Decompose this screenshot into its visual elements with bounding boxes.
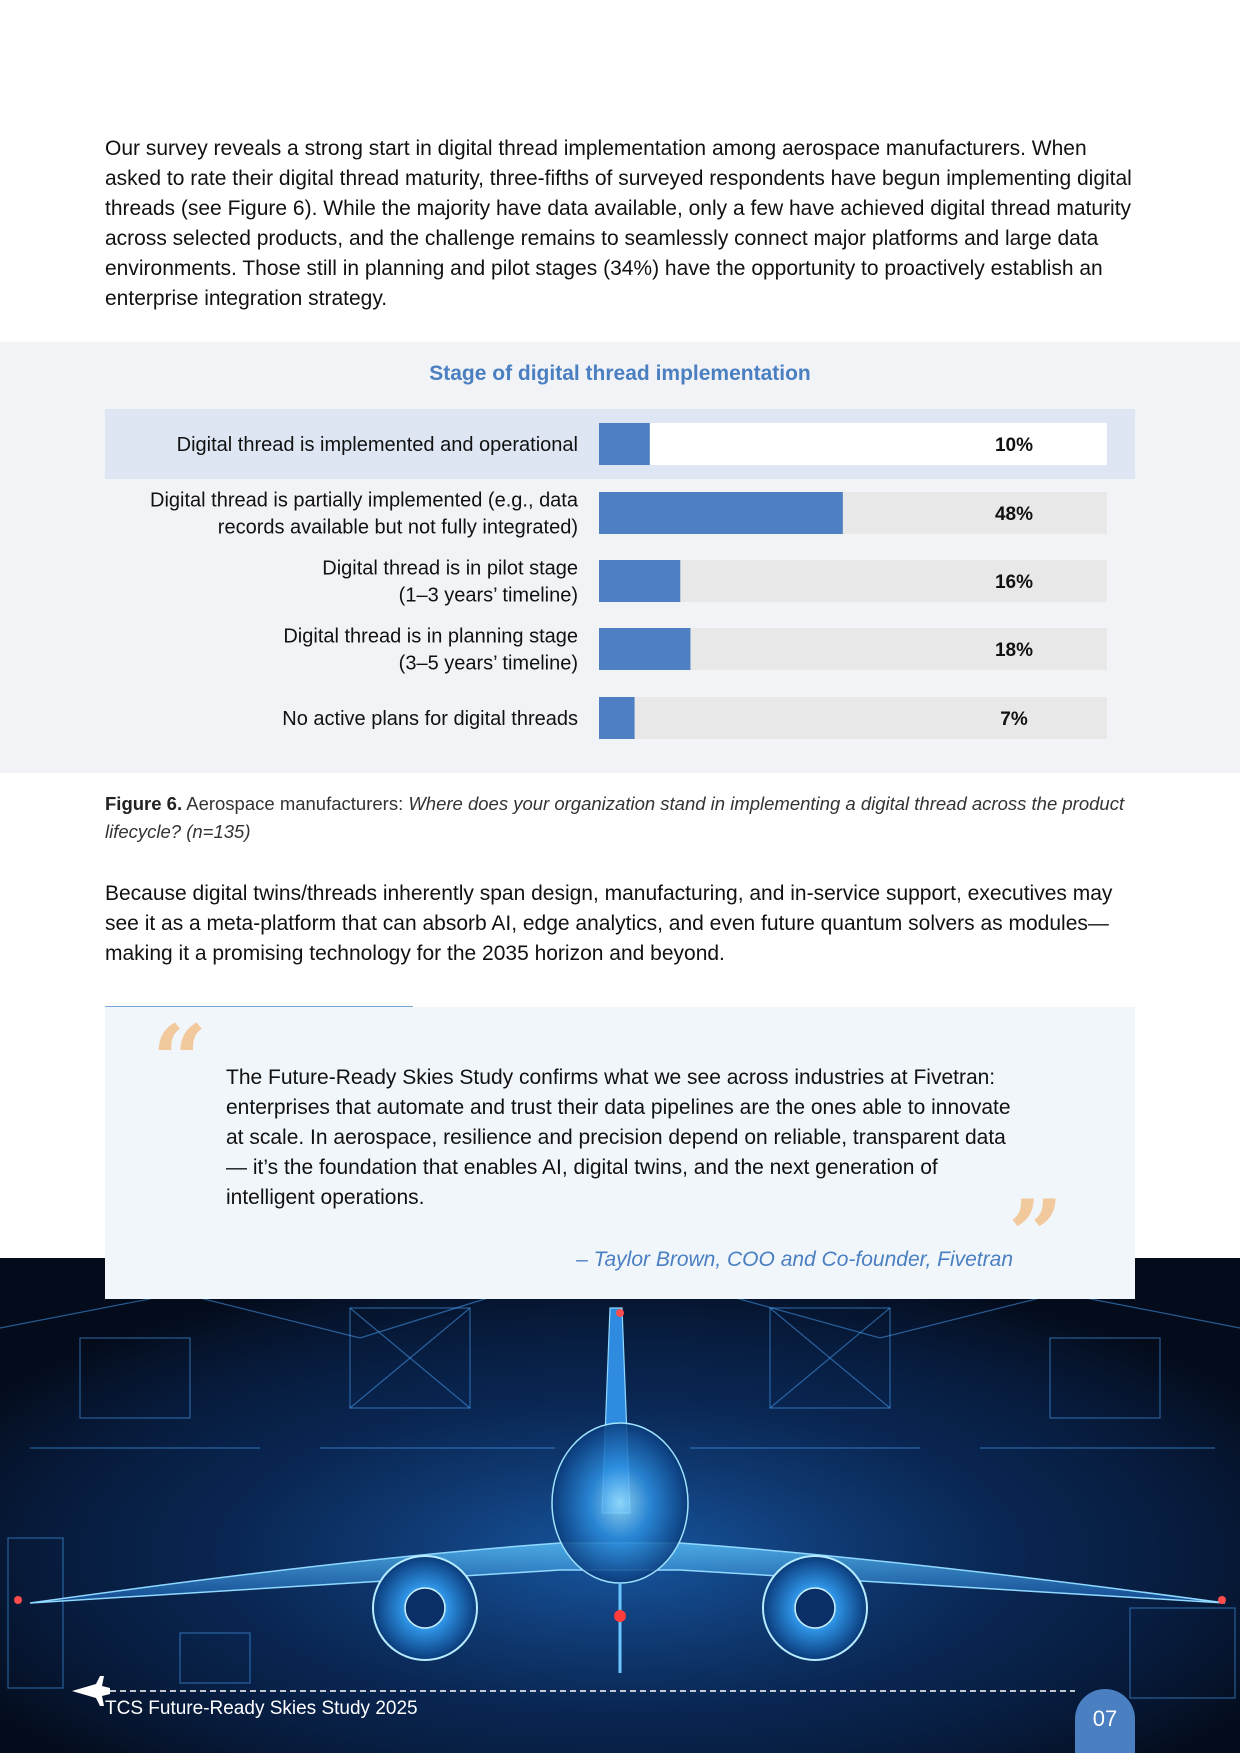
open-quote-icon: “ [152,1004,208,1117]
intro-paragraph: Our survey reveals a strong start in dig… [105,137,1132,310]
bar [599,492,843,534]
category-label: Digital thread is partially implemented … [150,490,579,512]
aircraft-hero-illustration [0,1258,1240,1753]
category-label: Digital thread is in pilot stage [322,558,578,580]
category-label: No active plans for digital threads [282,708,578,730]
category-label: Digital thread is implemented and operat… [177,434,578,456]
close-quote-icon: ” [1008,1179,1064,1292]
bar [599,560,681,602]
body-paragraph: Because digital twins/threads inherently… [105,882,1113,965]
bar [599,423,650,465]
category-label: Digital thread is in planning stage [283,626,578,648]
figure-caption: Figure 6. Aerospace manufacturers: Where… [105,790,1135,846]
bar [599,697,635,739]
bar-value-label: 18% [995,640,1033,661]
page-number: 07 [1075,1689,1135,1753]
bar-track [599,697,1107,739]
bar-value-label: 48% [995,504,1033,525]
chart-title: Stage of digital thread implementation [429,362,811,385]
bar-value-label: 7% [1000,709,1028,730]
quote-box [105,1007,1135,1299]
caption-label: Figure 6. [105,793,183,814]
category-label: records available but not fully integrat… [218,517,578,539]
bar-chart: 10% Digital thread is implemented and ope… [105,409,1135,739]
bar-value-label: 10% [995,435,1033,456]
chart-panel: Stage of digital thread implementation 1… [0,342,1240,773]
caption-prefix: Aerospace manufacturers: [186,793,404,814]
footer-title: TCS Future-Ready Skies Study 2025 [105,1698,418,1719]
bar-value-label: 16% [995,572,1033,593]
quote-text: The Future-Ready Skies Study confirms wh… [226,1066,1011,1209]
category-label: (1–3 years’ timeline) [399,585,578,607]
bar-track [599,423,1107,465]
category-label: (3–5 years’ timeline) [399,653,578,675]
bar [599,628,691,670]
quote-attribution: – Taylor Brown, COO and Co-founder, Five… [576,1248,1013,1271]
bar-track [599,560,1107,602]
caption-question: Where does your organization stand in im… [105,793,1125,842]
